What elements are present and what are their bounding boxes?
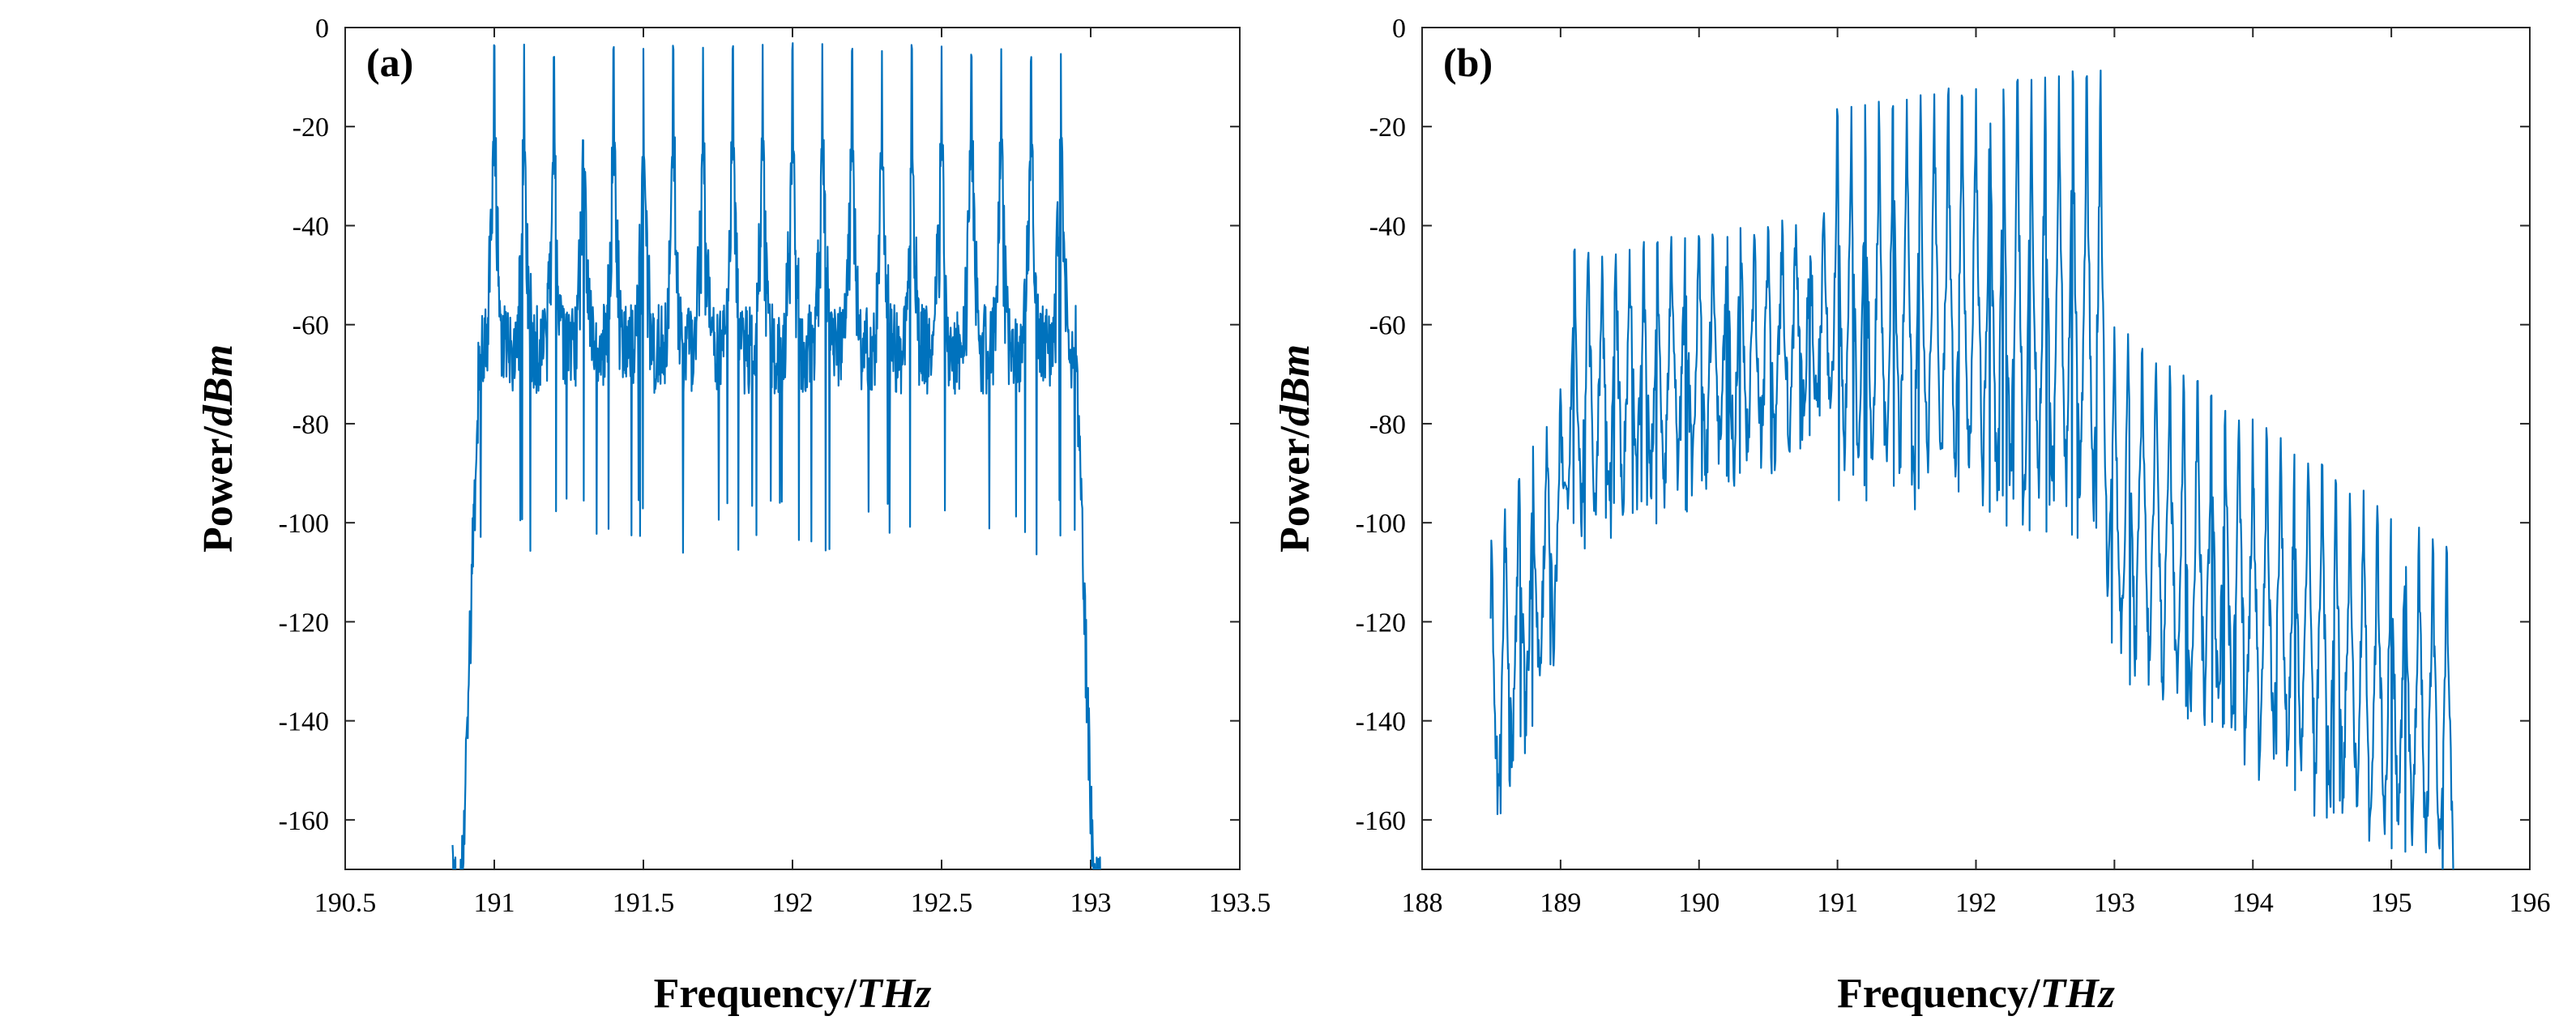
y-axis-label-unit-a: dBm [195, 344, 241, 426]
x-axis-label-unit-b: THz [2040, 971, 2115, 1017]
x-tick-label: 190.5 [314, 888, 377, 918]
axis-ticks-a: 190.5 191 191.5 192 192.5 193 193.5 0 -20 -40 -60 -… [279, 14, 1271, 918]
y-axis-label-b: Power/dBm [1272, 344, 1318, 553]
x-tick-label: 189 [1540, 888, 1581, 918]
x-tick-label: 192 [772, 888, 814, 918]
panel-label-a: (a) [366, 40, 413, 85]
y-tick-label: -160 [279, 806, 329, 836]
y-tick-label: 0 [315, 14, 329, 44]
y-tick-label: -20 [293, 113, 329, 143]
x-tick-label: 190 [1678, 888, 1719, 918]
x-tick-label: 191 [1817, 888, 1858, 918]
axis-ticks-b: 188 189 190 191 192 193 194 195 196 0 -20 -40 -60 -80… [1356, 14, 2551, 918]
y-tick-label: -140 [279, 707, 329, 737]
y-tick-label: 0 [1392, 14, 1406, 44]
x-tick-label: 193 [2094, 888, 2135, 918]
x-axis-label-a: Frequency/THz [654, 971, 933, 1017]
x-tick-label: 188 [1402, 888, 1443, 918]
y-tick-label: -40 [293, 211, 329, 241]
y-tick-label: -100 [279, 509, 329, 539]
x-tick-label: 195 [2371, 888, 2412, 918]
x-axis-label-unit-a: THz [857, 971, 932, 1017]
y-tick-label: -140 [1356, 707, 1406, 737]
y-tick-label: -160 [1356, 806, 1406, 836]
spectrum-line-b [1489, 69, 2454, 869]
x-axis-label-b: Frequency/THz [1837, 971, 2116, 1017]
y-tick-label: -60 [1369, 311, 1406, 341]
y-tick-label: -120 [279, 608, 329, 638]
x-tick-label: 194 [2232, 888, 2274, 918]
y-tick-label: -20 [1369, 113, 1406, 143]
chart-panel-b: 188 189 190 191 192 193 194 195 196 0 -20 -40 -60 -80… [1272, 14, 2551, 1017]
x-tick-label: 192.5 [911, 888, 973, 918]
y-axis-label-main-a: Power/ [195, 426, 241, 553]
y-tick-label: -40 [1369, 211, 1406, 241]
y-tick-label: -120 [1356, 608, 1406, 638]
x-tick-label: 193.5 [1209, 888, 1271, 918]
y-tick-label: -80 [293, 410, 329, 440]
x-axis-label-main-a: Frequency/ [654, 971, 857, 1017]
chart-panel-a: 190.5 191 191.5 192 192.5 193 193.5 0 -20 -40 -60 -… [195, 14, 1271, 1017]
spectrum-line-a [451, 42, 1101, 869]
x-tick-label: 196 [2510, 888, 2551, 918]
x-tick-label: 191 [474, 888, 515, 918]
y-axis-label-unit-b: dBm [1272, 344, 1318, 426]
x-tick-label: 191.5 [613, 888, 675, 918]
x-tick-label: 193 [1070, 888, 1112, 918]
x-tick-label: 192 [1955, 888, 1997, 918]
x-axis-label-main-b: Frequency/ [1837, 971, 2040, 1017]
y-tick-label: -100 [1356, 509, 1406, 539]
y-tick-label: -80 [1369, 410, 1406, 440]
y-axis-label-main-b: Power/ [1272, 426, 1318, 553]
y-axis-label-a: Power/dBm [195, 344, 241, 553]
panel-label-b: (b) [1443, 40, 1493, 85]
y-tick-label: -60 [293, 311, 329, 341]
